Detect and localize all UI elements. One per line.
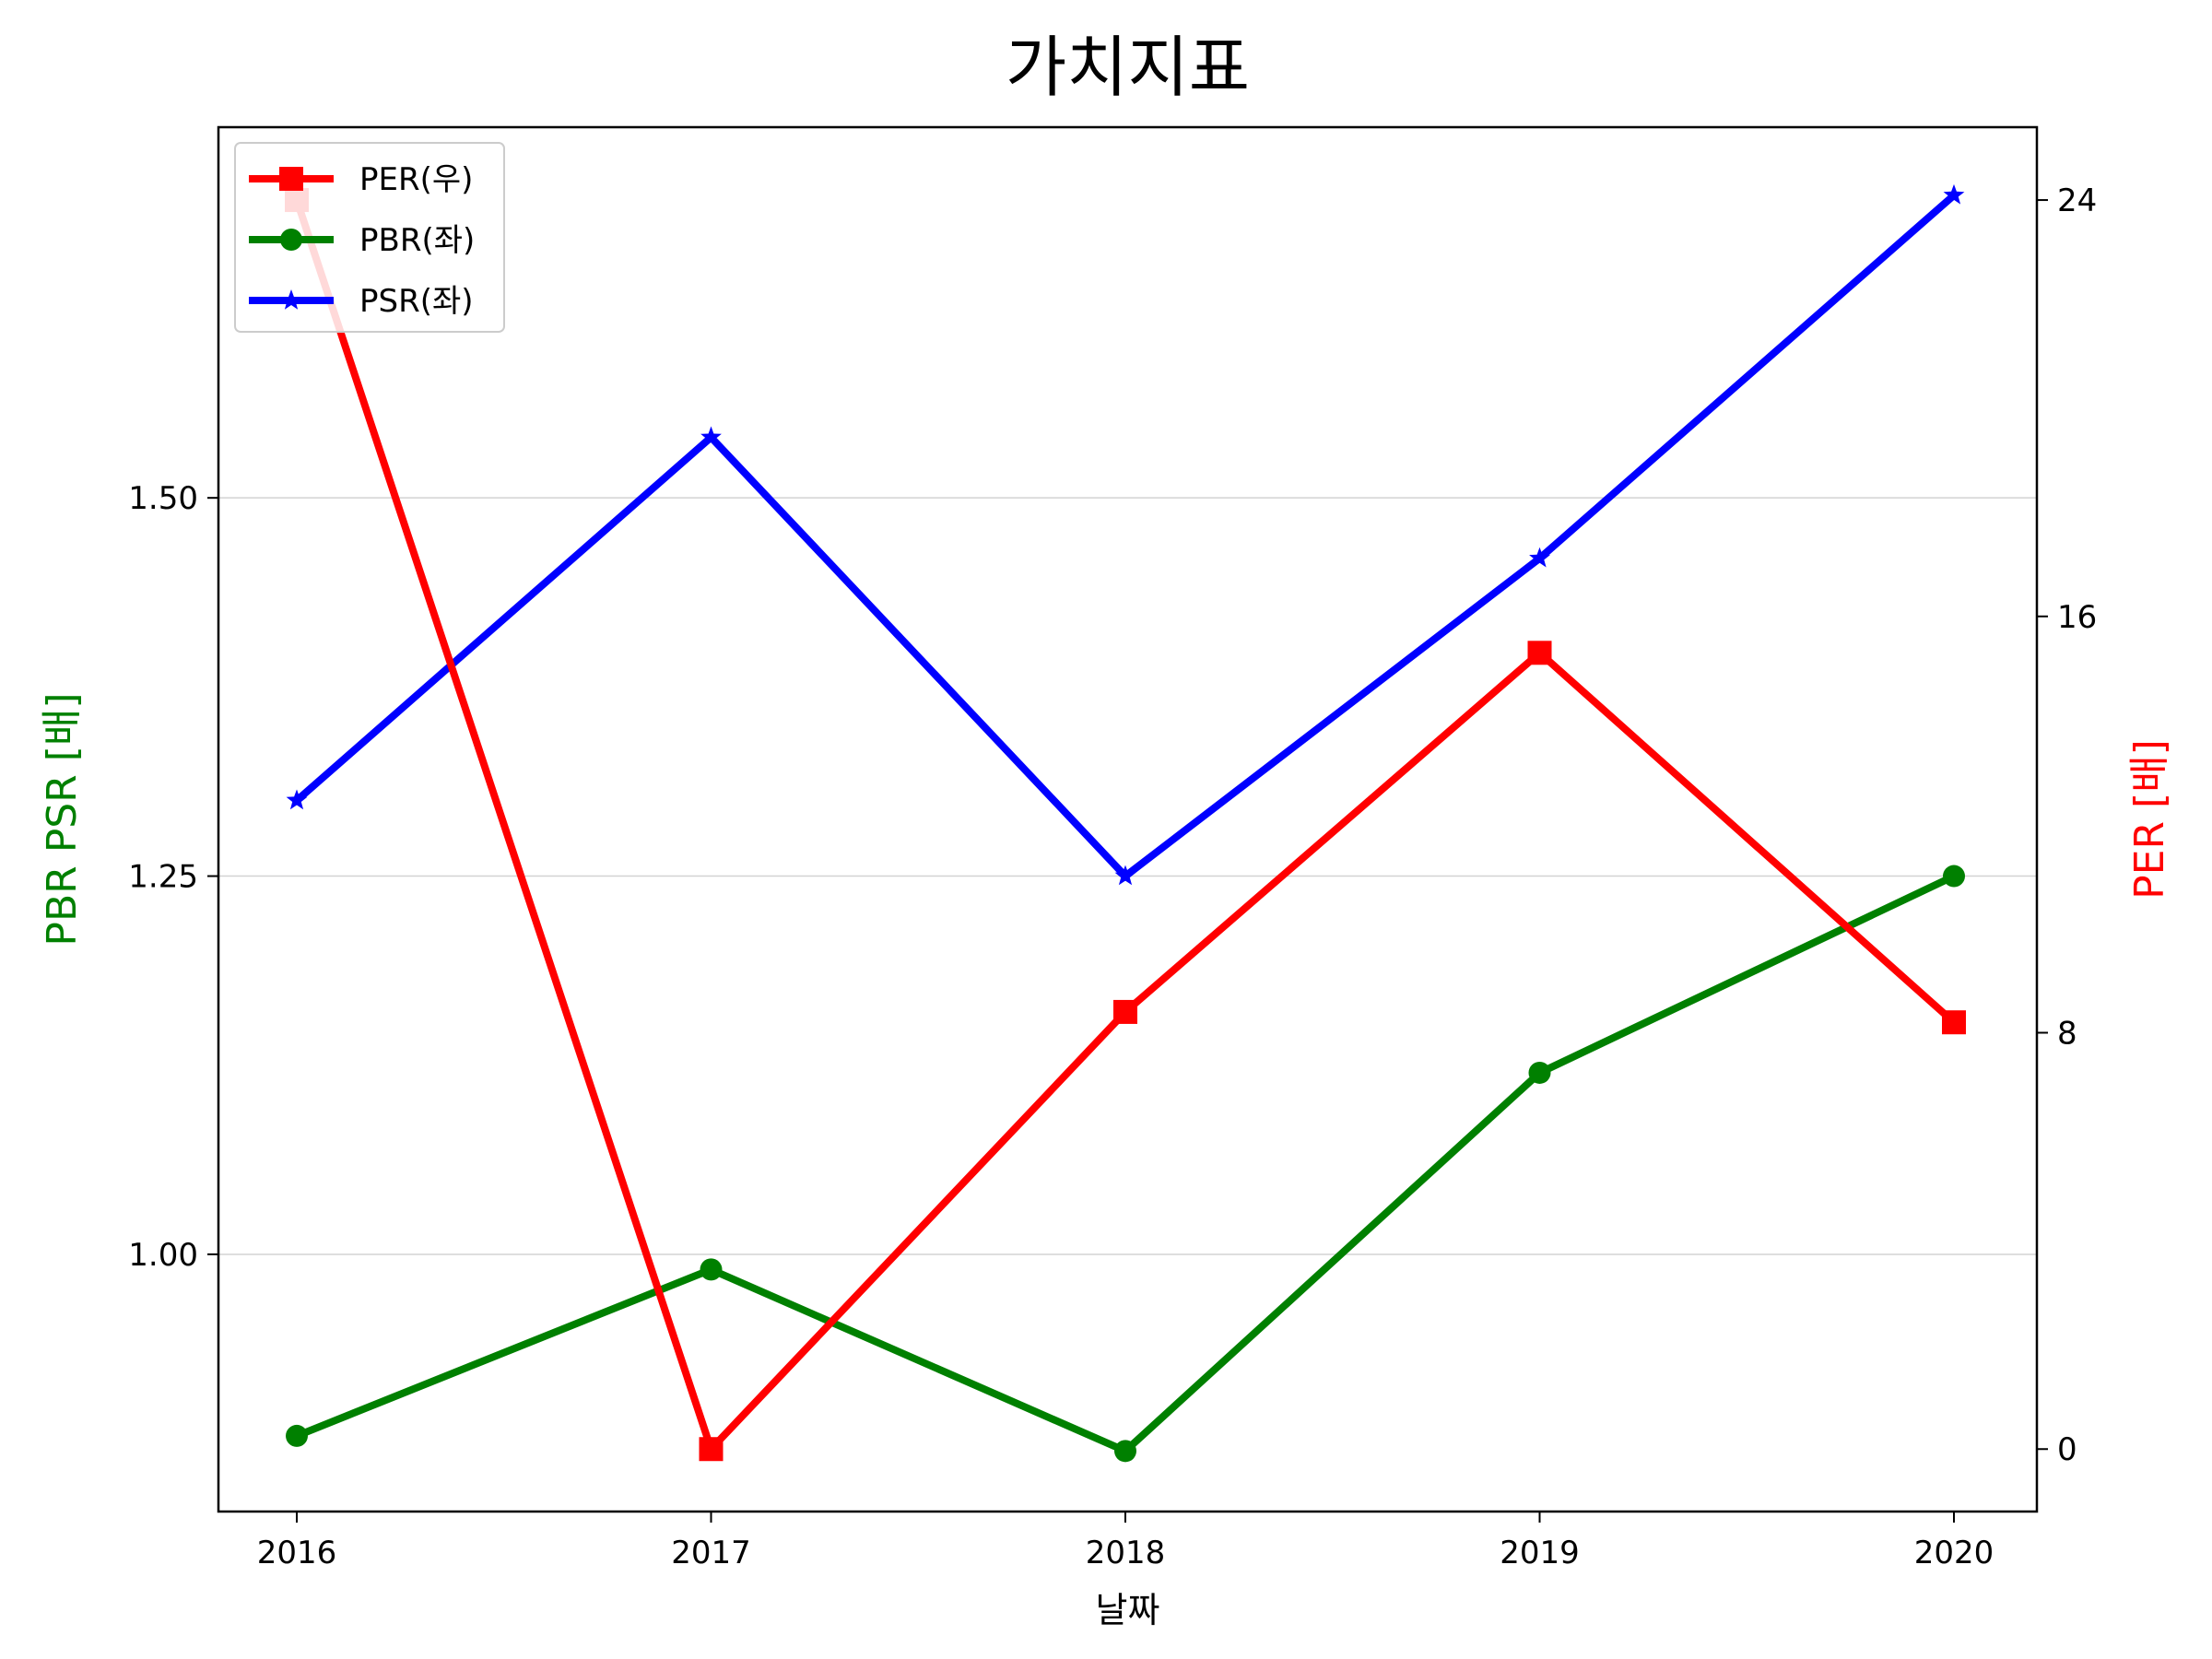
point-psr좌-2016 [286, 789, 308, 810]
point-per우-2020 [1942, 1010, 1966, 1035]
x-tick-label-2018: 2018 [1086, 1535, 1166, 1571]
legend-label-pbr좌: PBR(좌) [359, 222, 475, 259]
y-right-tick-label-2: 16 [2057, 599, 2097, 636]
x-tick-label-2019: 2019 [1500, 1535, 1580, 1571]
axes-layer: 2016 2017 2018 2019 2020 1.00 1.25 1.50 0 8 16 24 [128, 182, 2097, 1571]
y-left-tick-label-2: 1.50 [128, 480, 198, 517]
y-left-tick-label-1: 1.25 [128, 859, 198, 896]
legend-marker-pbr좌 [280, 229, 302, 251]
point-per우-2017 [699, 1437, 724, 1462]
y-axis-label-right: PER [배] [2126, 739, 2173, 900]
legend-marker-psr좌 [280, 289, 302, 310]
point-psr좌-2020 [1943, 183, 1965, 205]
series-psr좌 [286, 183, 1965, 886]
legend: PER(우) PBR(좌) PSR(좌) [234, 142, 505, 333]
x-tick-label-2020: 2020 [1914, 1535, 1994, 1571]
point-per우-2019 [1527, 641, 1552, 665]
point-pbr좌-2020 [1943, 865, 1965, 888]
plot-frame [217, 125, 2039, 1513]
x-tick-label-2017: 2017 [671, 1535, 751, 1571]
y-right-tick-label-1: 8 [2057, 1016, 2077, 1053]
x-axis-label: 날짜 [1096, 1590, 1160, 1630]
point-pbr좌-2019 [1528, 1061, 1551, 1084]
point-pbr좌-2017 [700, 1258, 723, 1281]
point-pbr좌-2016 [286, 1424, 308, 1447]
point-psr좌-2019 [1529, 547, 1550, 568]
point-psr좌-2017 [700, 426, 722, 447]
x-tick-label-2016: 2016 [257, 1535, 337, 1571]
legend-label-psr좌: PSR(좌) [359, 283, 474, 320]
y-axis-label-left: PBR PSR [배] [39, 692, 86, 946]
series-layer [285, 183, 1966, 1463]
y-left-tick-label-0: 1.00 [128, 1237, 198, 1274]
legend-marker-per우 [279, 167, 303, 191]
point-per우-2018 [1113, 999, 1137, 1024]
y-right-tick-label-3: 24 [2057, 182, 2097, 219]
legend-label-per우: PER(우) [359, 161, 473, 198]
point-psr좌-2018 [1114, 865, 1136, 886]
chart-title: 가치지표 [1006, 29, 1250, 106]
y-right-tick-label-0: 0 [2057, 1431, 2077, 1468]
series-pbr좌 [286, 865, 1965, 1463]
point-pbr좌-2018 [1114, 1440, 1136, 1463]
